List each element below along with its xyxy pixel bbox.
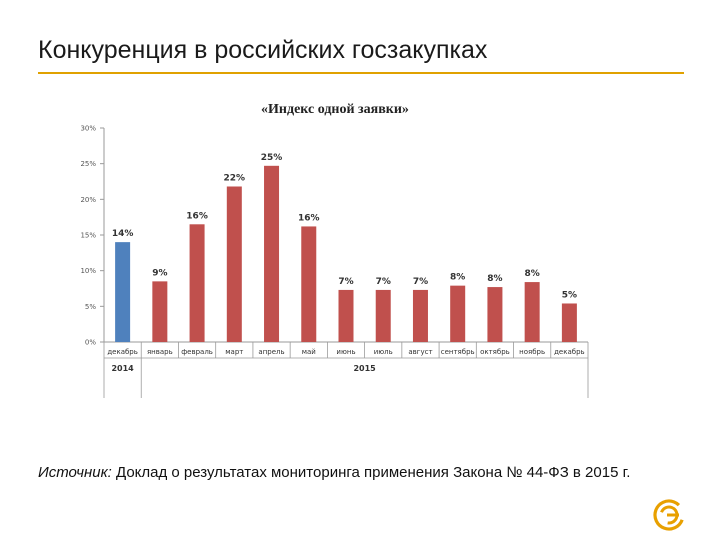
y-tick-label: 5% [85, 303, 96, 311]
data-label: 5% [562, 290, 577, 300]
year-label: 2015 [353, 364, 376, 373]
x-tick-label: июнь [336, 348, 355, 356]
x-tick-label: апрель [258, 348, 284, 356]
data-label: 7% [413, 277, 428, 287]
data-label: 7% [338, 277, 353, 287]
y-tick-label: 30% [80, 125, 96, 133]
y-tick-label: 15% [80, 232, 96, 240]
bar [487, 287, 503, 342]
x-tick-label: ноябрь [519, 348, 545, 356]
bar [375, 289, 391, 342]
x-tick-label: август [408, 348, 432, 356]
chart-svg: «Индекс одной заявки» 0% 5% 10% 15% 20% 25% 30%… [80, 102, 589, 398]
bar [450, 285, 466, 342]
data-label: 8% [525, 269, 540, 279]
slide-title: Конкуренция в российских госзакупках [38, 36, 488, 64]
x-tick-label: декабрь [107, 348, 138, 356]
year-label: 2014 [111, 364, 134, 373]
data-label: 14% [112, 229, 134, 239]
x-tick-label: февраль [181, 348, 213, 356]
x-tick-label: май [302, 348, 316, 356]
data-label: 22% [224, 173, 246, 183]
bar [412, 289, 428, 342]
company-logo-icon [653, 499, 685, 531]
bar [226, 186, 242, 342]
source-text: Доклад о результатах мониторинга примене… [111, 464, 631, 481]
x-tick-label: июль [374, 348, 393, 356]
data-label: 16% [186, 211, 208, 221]
bar [152, 281, 168, 342]
x-tick-label: март [225, 348, 243, 356]
y-tick-label: 0% [85, 339, 96, 347]
bar [189, 224, 205, 342]
x-tick-label: сентябрь [441, 348, 475, 356]
data-label: 8% [487, 274, 502, 284]
bar [524, 282, 540, 342]
bar [561, 303, 577, 342]
bar [115, 242, 131, 342]
chart: «Индекс одной заявки» 0% 5% 10% 15% 20% 25% 30%… [70, 96, 600, 406]
x-tick-label: январь [147, 348, 173, 356]
bar [301, 226, 317, 342]
data-label: 16% [298, 213, 320, 223]
source-label: Источник: [38, 464, 112, 481]
data-label: 25% [261, 153, 283, 163]
bar [338, 289, 354, 342]
y-tick-label: 25% [80, 160, 96, 168]
bar [264, 165, 280, 342]
data-label: 8% [450, 273, 465, 283]
y-tick-label: 10% [80, 267, 96, 275]
x-tick-label: декабрь [554, 348, 585, 356]
chart-title: «Индекс одной заявки» [261, 102, 409, 117]
data-label: 7% [376, 277, 391, 287]
x-tick-label: октябрь [480, 348, 510, 356]
y-tick-label: 20% [80, 196, 96, 204]
title-underline [38, 72, 684, 74]
data-label: 9% [152, 268, 167, 278]
source-note: Источник: Доклад о результатах мониторин… [38, 462, 678, 483]
